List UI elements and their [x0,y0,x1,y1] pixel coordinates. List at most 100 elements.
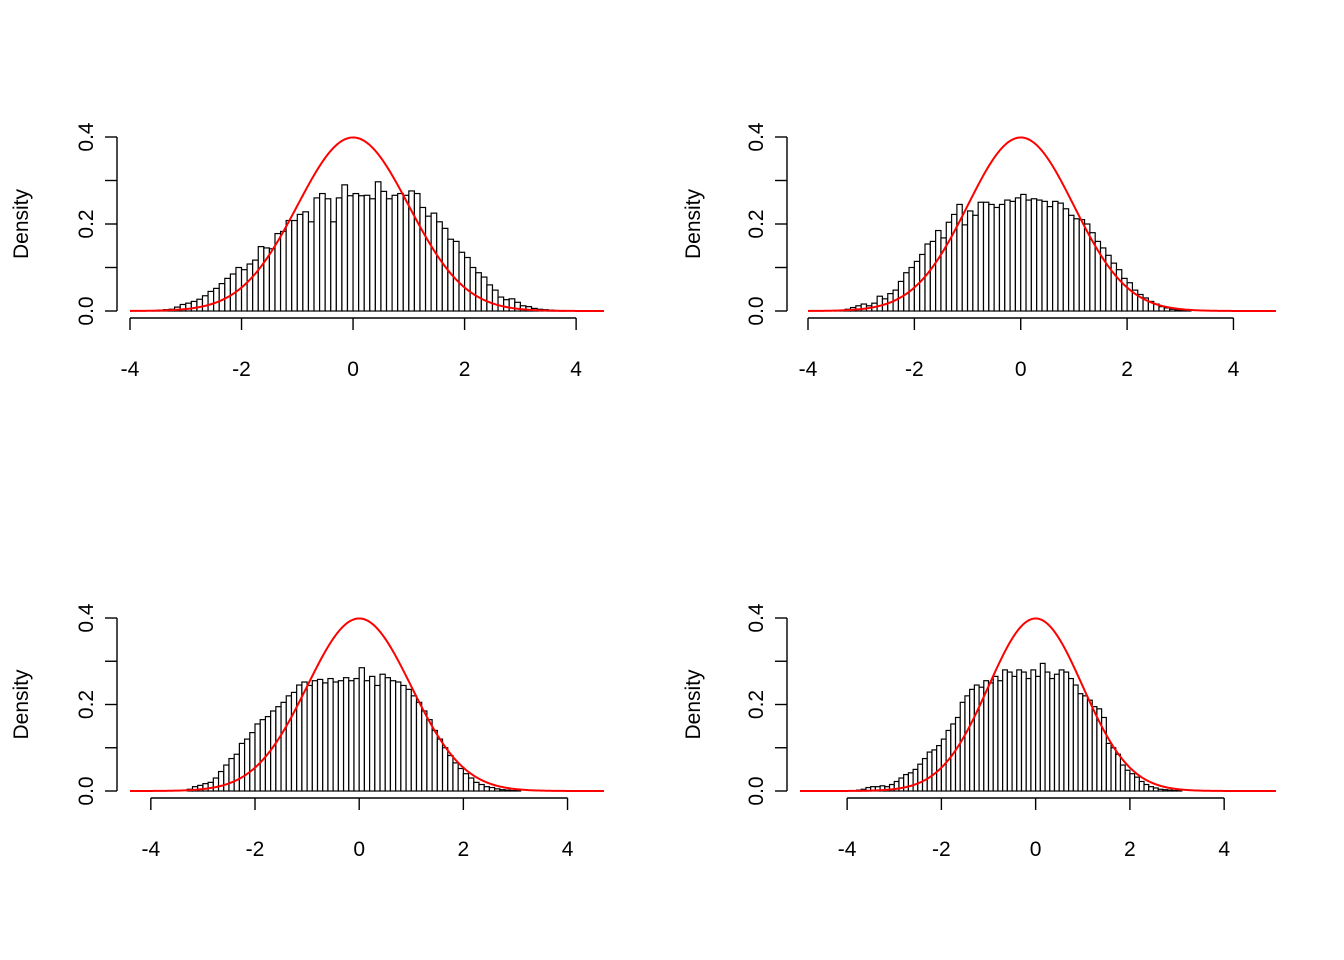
y-tick-label: 0.4 [75,122,98,152]
histogram-bar [1152,787,1159,792]
histogram-bar [358,195,365,312]
histogram-bar [358,667,366,792]
histogram-bar [233,753,240,792]
histogram-bar [1030,198,1038,312]
histogram-bar [486,284,494,312]
x-tick-label: 4 [570,358,582,381]
y-tick-label: 0.2 [75,209,98,238]
histogram-bar [1014,197,1022,312]
histogram-bar [1058,669,1065,792]
histogram-bar [1078,219,1086,312]
histogram-bar [424,215,432,312]
histogram-bar [1091,706,1098,792]
histogram-bar [997,680,1004,792]
histogram-bar [218,283,226,312]
histogram-bar [311,680,319,792]
x-tick-label: 2 [1124,838,1136,861]
x-tick-label: 0 [1015,358,1027,381]
histogram-bar [395,681,402,792]
histogram-bar [224,277,231,312]
histogram-bar [397,192,404,312]
histogram-bar [252,259,259,312]
histogram-panel-4: -4 -2 0 2 4 0.0 0.2 0.4 Density [682,603,1276,861]
histogram-bar [259,719,267,792]
x-tick-label: 2 [1121,358,1133,381]
histogram-bar [270,710,277,792]
histogram-bar [1006,671,1013,792]
histogram-bar [201,295,209,312]
x-tick-label: 4 [562,838,574,861]
histogram-bar [415,701,423,792]
histogram-bar [285,219,293,312]
histogram-bar [436,738,444,792]
histogram-bar [374,684,381,792]
histogram-bar [374,181,382,312]
normal-density-curve [129,136,604,312]
histogram-bar [929,240,937,312]
histogram-bar [296,213,304,312]
histogram-bar [1077,693,1084,792]
y-tick-label: 0.4 [745,122,768,152]
histogram-bar [1049,677,1056,792]
histogram-bar [1041,200,1048,312]
histogram-bar [475,272,482,312]
x-tick-label: 0 [353,838,365,861]
histogram-bar [1110,747,1117,792]
histogram-bar [316,678,324,792]
histogram-bar [327,677,334,792]
x-tick-label: 0 [347,358,359,381]
histogram-bar [1062,208,1070,312]
histogram-bar [405,688,412,792]
x-tick-label: 4 [1228,358,1240,381]
histogram-bar [268,248,276,312]
histogram-bar [190,300,198,312]
histogram-bar [1067,214,1075,312]
histogram-bar [207,290,215,312]
y-axis-title: Density [682,188,705,259]
histogram-bar [389,680,397,792]
histogram-bar [876,295,884,312]
normal-density-curve [130,617,604,792]
histogram-bar [436,221,443,312]
histogram-bar [1046,206,1054,312]
histogram-bar [458,251,466,312]
histogram-bar [1052,200,1059,312]
histogram-bar [488,786,496,792]
histogram-bar [1063,671,1070,792]
histogram-bar [992,675,999,792]
histogram-bar [330,221,337,312]
histogram-bar [207,781,214,792]
histogram-bar [385,198,393,312]
histogram-bar [903,773,909,792]
y-tick-label: 0.0 [75,776,98,805]
histogram-bar [301,681,308,792]
histogram-bar [977,201,985,312]
histogram-bar [402,194,410,312]
histogram-bar [254,723,261,792]
histogram-bar [413,192,421,312]
histogram-bar [452,762,459,792]
histogram-bar [931,749,938,792]
histogram-bar [369,198,376,312]
histogram-bar [384,677,392,792]
histogram-bar [217,770,225,792]
histogram-bar [363,194,371,312]
histogram-bar [353,677,360,792]
histogram-bar [348,680,355,792]
histogram-bar [1138,780,1145,792]
histogram-bar [335,197,343,312]
normal-density-curve [800,617,1276,792]
y-tick-label: 0.2 [75,690,98,719]
histogram-bar [291,219,298,312]
histogram-bar [441,747,449,792]
histogram-bar [959,701,966,792]
histogram-bar [1073,218,1080,312]
histogram-bar [969,688,975,792]
histogram-bar [352,192,360,312]
normal-density-curve [807,136,1276,312]
histogram-panel-3: -4 -2 0 2 4 0.0 0.2 0.4 Density [10,603,604,861]
histogram-bar [483,786,491,792]
histogram-bar [307,221,315,312]
histogram-bar [1105,742,1112,792]
